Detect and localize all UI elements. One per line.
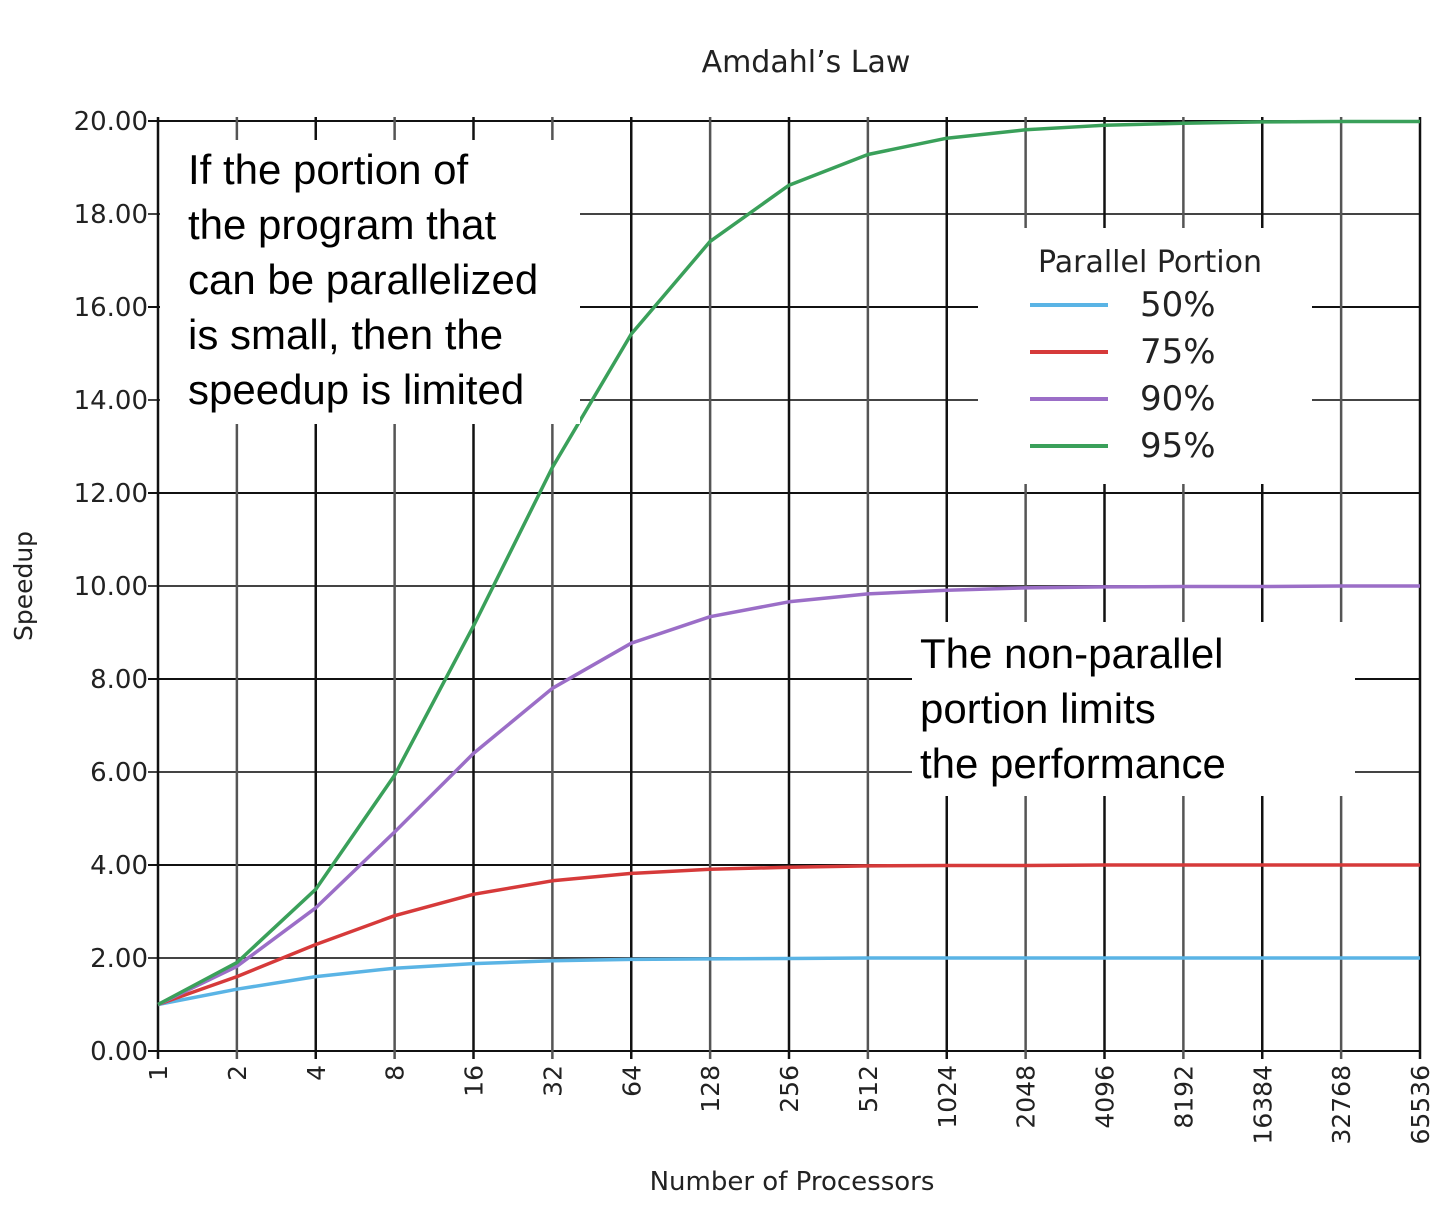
- y-tick-label: 18.00: [74, 200, 148, 230]
- annotation-small-portion-line: the program that: [188, 201, 497, 248]
- y-tick-label: 0.00: [90, 1037, 148, 1067]
- y-tick-label: 12.00: [74, 479, 148, 509]
- y-tick-label: 20.00: [74, 107, 148, 137]
- y-tick-label: 14.00: [74, 386, 148, 416]
- legend-label-90pct: 90%: [1140, 379, 1216, 419]
- x-tick-label: 2: [223, 1065, 252, 1081]
- annotation-non-parallel-line: The non-parallel: [920, 630, 1224, 677]
- legend-items: 50% 75% 90% 95%: [1030, 285, 1216, 466]
- x-tick-label: 1: [144, 1065, 173, 1081]
- annotation-non-parallel: The non-parallel portion limits the perfor…: [912, 622, 1355, 796]
- y-tick-label: 10.00: [74, 572, 148, 602]
- chart-title: Amdahl’s Law: [702, 45, 911, 80]
- x-tick-label: 32768: [1327, 1065, 1356, 1145]
- x-tick-label: 512: [854, 1065, 883, 1113]
- x-tick-label: 128: [696, 1065, 725, 1113]
- x-tick-label: 4: [302, 1065, 331, 1081]
- legend-label-50pct: 50%: [1140, 285, 1216, 325]
- x-tick-label: 1024: [933, 1065, 962, 1129]
- x-tick-label: 8: [381, 1065, 410, 1081]
- annotation-non-parallel-line: the performance: [920, 740, 1226, 787]
- legend-title: Parallel Portion: [1038, 245, 1262, 280]
- y-axis-label: Speedup: [9, 531, 38, 641]
- annotation-small-portion: If the portion of the program that can be …: [160, 140, 580, 424]
- annotation-small-portion-line: speedup is limited: [188, 366, 524, 413]
- legend: Parallel Portion 50% 75% 90% 95%: [978, 228, 1312, 484]
- x-axis-label: Number of Processors: [650, 1167, 935, 1197]
- y-tick-label: 8.00: [90, 665, 148, 695]
- series-line-50pct: [157, 956, 1420, 1007]
- annotation-small-portion-line: is small, then the: [188, 311, 503, 358]
- x-tick-label: 256: [775, 1065, 804, 1113]
- x-tick-label: 2048: [1012, 1065, 1041, 1129]
- annotation-non-parallel-bg: [912, 622, 1355, 796]
- legend-label-95pct: 95%: [1140, 426, 1216, 466]
- annotation-non-parallel-line: portion limits: [920, 685, 1156, 732]
- annotation-small-portion-line: can be parallelized: [188, 256, 538, 303]
- x-tick-label: 4096: [1091, 1065, 1120, 1129]
- annotation-small-portion-bg: [160, 140, 580, 424]
- series-line-95pct: [157, 119, 1420, 1007]
- y-tick-label: 6.00: [90, 758, 148, 788]
- x-axis-ticks: 1 2 4 8 16 32 64 128 256 512 1024 2048 4096 8192 16384…: [144, 1065, 1435, 1145]
- series-lines: [157, 119, 1420, 1007]
- series-line-90pct: [157, 584, 1420, 1007]
- y-tick-label: 4.00: [90, 851, 148, 881]
- x-tick-label: 64: [617, 1065, 646, 1097]
- annotation-small-portion-text: If the portion of the program that can be …: [188, 146, 538, 413]
- x-tick-label: 32: [538, 1065, 567, 1097]
- y-tick-label: 16.00: [74, 293, 148, 323]
- series-line-75pct: [157, 863, 1420, 1007]
- legend-label-75pct: 75%: [1140, 332, 1216, 372]
- legend-bg: [978, 228, 1312, 484]
- x-tick-label: 65536: [1406, 1065, 1435, 1145]
- x-tick-label: 16: [460, 1065, 489, 1097]
- y-axis-ticks: 0.00 2.00 4.00 6.00 8.00 10.00 12.00 14.00 16.00…: [74, 107, 148, 1067]
- x-tick-label: 16384: [1248, 1065, 1277, 1145]
- y-tick-label: 2.00: [90, 944, 148, 974]
- annotation-non-parallel-text: The non-parallel portion limits the perfor…: [920, 630, 1226, 787]
- annotation-small-portion-line: If the portion of: [188, 146, 469, 193]
- x-tick-label: 8192: [1169, 1065, 1198, 1129]
